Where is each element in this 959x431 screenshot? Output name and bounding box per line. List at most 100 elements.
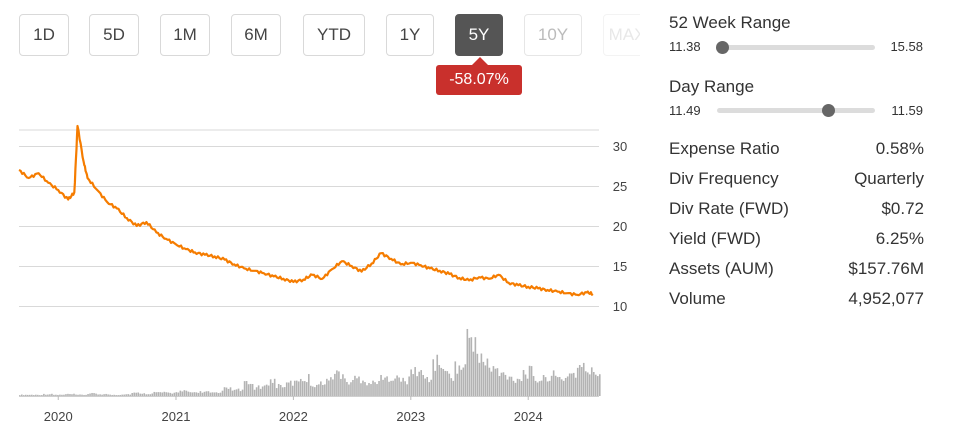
volume-bar xyxy=(73,393,75,396)
period-button-5d[interactable]: 5D xyxy=(89,14,139,56)
volume-bar xyxy=(285,382,288,396)
volume-bar xyxy=(550,375,553,396)
volume-bar xyxy=(588,374,591,396)
volume-bar xyxy=(558,376,561,396)
volume-bar xyxy=(149,394,152,396)
price-line xyxy=(18,124,594,297)
volume-bar xyxy=(183,390,186,396)
volume-bar xyxy=(97,394,99,396)
volume-bar xyxy=(93,393,95,396)
volume-bar xyxy=(320,381,322,396)
volume-bar xyxy=(131,393,133,396)
volume-bar xyxy=(370,384,372,396)
change-badge-pointer xyxy=(472,57,488,65)
volume-bar xyxy=(350,382,352,396)
period-button-max[interactable]: MAX xyxy=(603,14,640,56)
volume-bar xyxy=(456,373,459,396)
period-button-6m[interactable]: 6M xyxy=(231,14,281,56)
x-tick-label: 2023 xyxy=(396,409,425,424)
volume-bar xyxy=(21,394,23,396)
volume-bar xyxy=(586,372,589,396)
stat-row: Div Frequency Quarterly xyxy=(669,169,924,193)
volume-bar xyxy=(492,366,495,396)
volume-bar xyxy=(181,391,184,396)
period-button-1m[interactable]: 1M xyxy=(160,14,210,56)
volume-bar xyxy=(221,390,224,396)
volume-bar xyxy=(538,381,541,396)
volume-bar xyxy=(33,395,35,396)
volume-bar xyxy=(265,384,268,396)
volume-bar xyxy=(251,383,254,396)
volume-bar xyxy=(568,373,571,396)
volume-bar xyxy=(61,394,63,396)
volume-bar xyxy=(91,392,93,396)
period-button-1d[interactable]: 1D xyxy=(19,14,69,56)
volume-bar xyxy=(502,372,505,396)
volume-bar xyxy=(464,364,467,396)
volume-bar xyxy=(273,378,276,396)
volume-bar xyxy=(115,395,117,396)
volume-bar xyxy=(336,370,338,396)
volume-bar xyxy=(249,383,252,396)
stat-row: Yield (FWD) 6.25% xyxy=(669,229,924,253)
volume-bar xyxy=(452,380,455,396)
volume-bar xyxy=(330,377,332,396)
volume-bar xyxy=(474,337,477,396)
volume-bar xyxy=(81,394,83,396)
volume-bar xyxy=(231,390,234,396)
volume-bar xyxy=(310,385,312,396)
period-button-5y[interactable]: 5Y xyxy=(455,14,503,56)
volume-bar xyxy=(392,380,394,396)
volume-bar xyxy=(23,395,25,396)
price-chart: 10 15 20 25 30 2020 2021 2022 2023 2024 xyxy=(18,124,627,424)
volume-bar xyxy=(560,379,563,396)
volume-bar xyxy=(303,381,306,396)
volume-bar xyxy=(119,394,121,396)
x-tick-label: 2022 xyxy=(279,409,308,424)
volume-bar xyxy=(239,391,242,396)
volume-bar xyxy=(35,394,37,396)
volume-bar xyxy=(354,375,356,396)
volume-bar xyxy=(374,382,376,396)
volume-bar xyxy=(434,370,437,396)
volume-bar xyxy=(89,393,91,396)
volume-bar xyxy=(69,394,71,396)
volume-bar xyxy=(175,392,178,396)
volume-bar xyxy=(237,388,240,396)
volume-bar xyxy=(227,388,230,396)
volume-bar xyxy=(526,378,529,396)
volume-bar xyxy=(45,394,47,396)
stat-value: $0.72 xyxy=(881,199,924,218)
volume-bar xyxy=(41,395,43,396)
volume-bar xyxy=(127,394,129,396)
volume-bar xyxy=(564,377,567,396)
volume-bar xyxy=(83,394,85,396)
volume-bar xyxy=(229,387,232,396)
stat-label: Div Frequency xyxy=(669,169,779,188)
volume-bar xyxy=(95,393,97,396)
period-button-10y[interactable]: 10Y xyxy=(524,14,582,56)
volume-bar xyxy=(494,368,497,396)
volume-bar xyxy=(123,394,125,396)
period-button-1y[interactable]: 1Y xyxy=(386,14,434,56)
volume-bar xyxy=(189,392,192,396)
y-tick-label: 25 xyxy=(613,179,627,194)
stat-label: Yield (FWD) xyxy=(669,229,761,248)
volume-bar xyxy=(356,378,358,396)
volume-bar xyxy=(291,385,294,396)
volume-bar xyxy=(422,374,424,396)
volume-bar xyxy=(187,391,190,396)
volume-bar xyxy=(428,382,431,396)
volume-bar xyxy=(366,385,368,396)
volume-bar xyxy=(121,394,123,396)
x-tick-label: 2020 xyxy=(44,409,73,424)
volume-bar xyxy=(498,376,501,396)
volume-bar xyxy=(259,388,262,396)
volume-bar xyxy=(79,394,81,396)
volume-bar xyxy=(338,371,340,396)
volume-bar xyxy=(287,382,290,396)
period-button-ytd[interactable]: YTD xyxy=(303,14,365,56)
volume-bar xyxy=(293,380,296,396)
day-range-high: 11.59 xyxy=(891,103,923,118)
volume-bar xyxy=(532,376,535,396)
